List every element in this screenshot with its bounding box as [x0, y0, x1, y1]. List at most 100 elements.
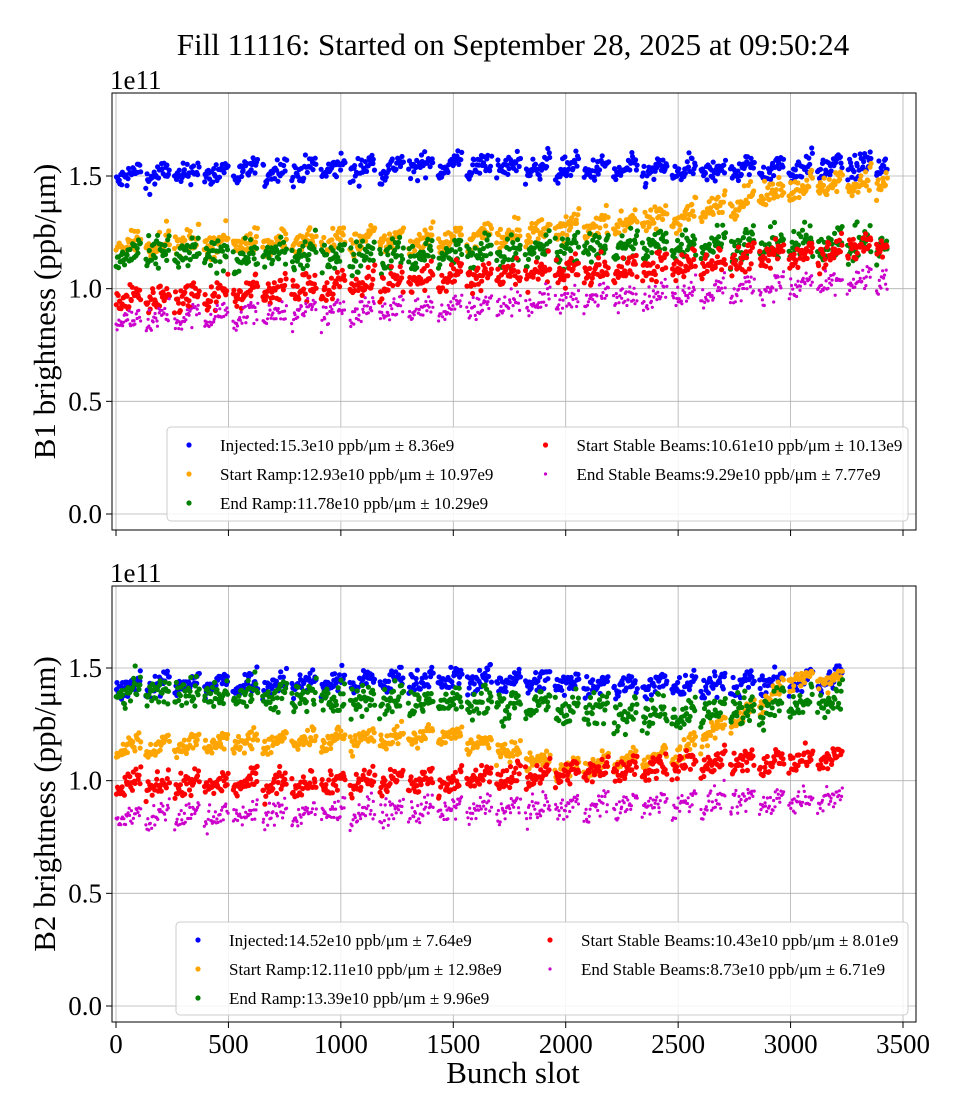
data-point-end-ramp: [627, 238, 633, 244]
data-point-end-stable-beams: [399, 294, 403, 298]
data-point-end-ramp: [248, 237, 254, 243]
data-point-start-ramp: [182, 237, 188, 243]
data-point-injected: [705, 690, 712, 696]
data-point-start-stable-beams: [517, 275, 523, 281]
data-point-end-ramp: [355, 269, 361, 275]
data-point-end-stable-beams: [499, 304, 503, 308]
data-point-end-stable-beams: [205, 320, 209, 324]
data-point-start-ramp: [781, 190, 787, 196]
x-tick-label: 2500: [651, 1029, 705, 1059]
data-point-end-ramp: [387, 244, 393, 250]
data-point-start-stable-beams: [164, 286, 170, 292]
data-point-injected: [651, 683, 658, 689]
data-point-start-stable-beams: [656, 249, 662, 255]
data-point-start-stable-beams: [774, 256, 781, 262]
y-tick-label: 1.5: [68, 161, 102, 191]
data-point-start-stable-beams: [714, 254, 721, 260]
data-point-start-stable-beams: [428, 258, 434, 264]
data-point-start-stable-beams: [721, 257, 727, 263]
data-point-end-ramp: [615, 255, 621, 261]
data-point-start-stable-beams: [150, 289, 156, 296]
data-point-injected: [155, 175, 162, 181]
data-point-end-stable-beams: [677, 297, 681, 301]
data-point-injected: [164, 668, 170, 674]
data-point-end-ramp: [360, 238, 366, 244]
data-point-end-stable-beams: [225, 306, 229, 310]
data-point-injected: [809, 150, 816, 156]
data-point-start-ramp: [321, 234, 327, 241]
data-point-end-stable-beams: [566, 291, 570, 296]
data-point-end-ramp: [437, 262, 443, 268]
data-point-injected: [304, 169, 310, 175]
data-point-start-stable-beams: [823, 262, 829, 268]
data-point-injected: [282, 168, 288, 174]
data-point-end-stable-beams: [497, 297, 501, 301]
data-point-injected: [225, 163, 231, 169]
data-point-start-stable-beams: [751, 240, 757, 246]
data-point-end-stable-beams: [267, 303, 271, 307]
data-point-start-stable-beams: [407, 281, 414, 287]
data-point-injected: [746, 172, 752, 178]
data-point-end-stable-beams: [570, 305, 574, 309]
data-point-start-ramp: [269, 734, 275, 740]
data-point-end-stable-beams: [129, 324, 133, 328]
data-point-end-stable-beams: [255, 318, 259, 322]
data-point-start-ramp: [138, 739, 144, 745]
data-point-injected: [534, 166, 541, 172]
data-point-injected: [396, 672, 402, 678]
data-point-end-ramp: [124, 252, 130, 258]
data-point-start-ramp: [597, 225, 603, 231]
data-point-start-stable-beams: [186, 298, 192, 304]
data-point-end-stable-beams: [253, 305, 257, 310]
data-point-start-stable-beams: [728, 265, 734, 271]
data-point-start-ramp: [806, 184, 812, 190]
data-point-end-ramp: [165, 247, 172, 253]
data-point-end-stable-beams: [679, 299, 683, 303]
data-point-end-ramp: [176, 264, 182, 270]
data-point-end-stable-beams: [244, 321, 248, 325]
data-point-end-ramp: [358, 263, 364, 269]
data-point-end-ramp: [400, 256, 406, 262]
data-point-end-ramp: [351, 251, 357, 257]
y-offset-label: 1e11: [110, 65, 161, 95]
data-point-start-stable-beams: [213, 299, 219, 305]
data-point-injected: [672, 163, 678, 169]
data-point-injected: [654, 165, 660, 171]
data-point-end-stable-beams: [544, 303, 548, 307]
data-point-start-ramp: [804, 177, 810, 183]
data-point-end-stable-beams: [544, 282, 548, 286]
data-point-start-ramp: [510, 753, 516, 759]
data-point-end-stable-beams: [208, 320, 212, 324]
data-point-end-stable-beams: [593, 300, 597, 304]
data-point-end-ramp: [630, 246, 636, 252]
data-point-end-stable-beams: [882, 273, 887, 277]
data-point-end-ramp: [127, 246, 133, 253]
data-point-end-stable-beams: [662, 285, 666, 289]
data-point-injected: [414, 667, 420, 673]
data-point-end-stable-beams: [153, 311, 157, 316]
data-point-end-stable-beams: [798, 288, 802, 292]
data-point-end-ramp: [458, 238, 464, 244]
data-point-end-ramp: [517, 242, 523, 248]
legend-marker: [186, 500, 192, 506]
data-point-injected: [633, 157, 639, 163]
data-point-injected: [338, 167, 344, 173]
data-point-end-stable-beams: [595, 294, 599, 298]
data-point-start-stable-beams: [488, 266, 494, 272]
data-point-start-ramp: [839, 172, 846, 178]
data-point-end-stable-beams: [214, 308, 218, 312]
data-point-end-stable-beams: [626, 298, 630, 302]
data-point-end-stable-beams: [477, 297, 481, 301]
data-point-end-stable-beams: [369, 305, 373, 310]
data-point-start-ramp: [400, 730, 406, 736]
data-point-end-ramp: [371, 239, 377, 245]
data-point-injected: [559, 687, 565, 693]
data-point-start-ramp: [874, 197, 880, 203]
data-point-start-stable-beams: [486, 260, 492, 267]
data-point-injected: [857, 151, 863, 157]
data-point-end-stable-beams: [486, 300, 490, 304]
data-point-start-ramp: [821, 175, 827, 181]
data-point-end-stable-beams: [881, 269, 885, 273]
data-point-end-stable-beams: [645, 304, 649, 308]
